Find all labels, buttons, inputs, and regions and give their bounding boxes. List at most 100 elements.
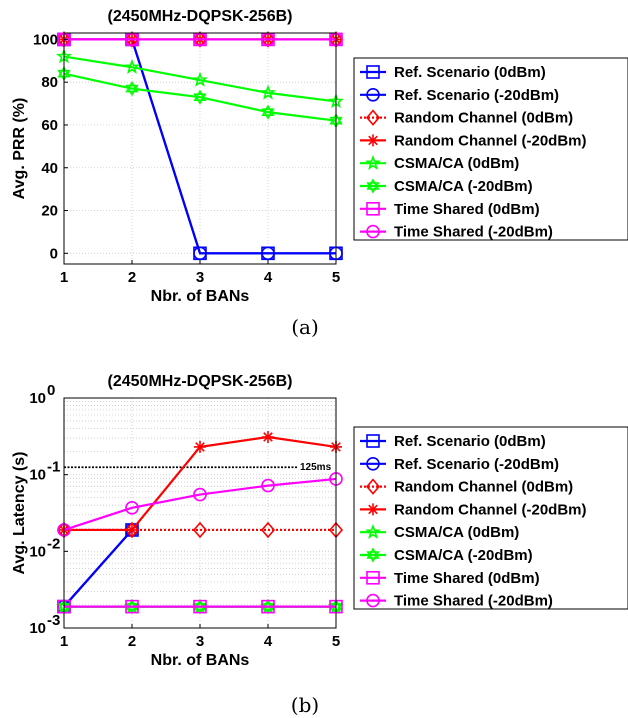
legend-label: CSMA/CA (-20dBm): [394, 178, 533, 195]
y-tick-exponent: -1: [47, 459, 60, 476]
data-point: [125, 500, 139, 515]
series-line: [63, 72, 337, 122]
x-axis-label: Nbr. of BANs: [151, 288, 250, 305]
y-tick-exponent: 0: [47, 382, 55, 399]
y-tick-exponent: -2: [47, 535, 60, 552]
data-point: [193, 246, 207, 261]
legend-item: Ref. Scenario (-20dBm): [360, 456, 559, 473]
y-tick-label: 60: [41, 117, 58, 134]
legend-item: CSMA/CA (-20dBm): [360, 178, 533, 195]
y-tick-exponent: -3: [47, 612, 60, 629]
legend-item: Random Channel (0dBm): [360, 478, 573, 496]
legend-marker: [366, 178, 380, 190]
x-tick-label: 4: [264, 633, 273, 650]
legend-box: [353, 426, 628, 610]
legend-marker: [366, 456, 380, 471]
data-point: [192, 31, 208, 48]
x-tick-label: 5: [332, 269, 340, 286]
x-tick-label: 1: [60, 269, 68, 286]
legend: Ref. Scenario (0dBm) Ref. Scenario (-20dB…: [353, 57, 628, 241]
legend-item: Random Channel (-20dBm): [360, 132, 587, 149]
reference-line-label: 125ms: [300, 462, 332, 473]
data-point: [193, 599, 207, 614]
data-point: [193, 487, 207, 502]
y-tick-label: 20: [41, 203, 58, 220]
legend-box: [353, 57, 628, 241]
series-line: [63, 55, 337, 103]
data-point: [126, 523, 138, 536]
legend-marker: [365, 109, 381, 126]
data-point: [193, 602, 207, 615]
series-line: [63, 529, 133, 608]
legend-marker: [366, 202, 380, 216]
legend-label: Time Shared (-20dBm): [394, 224, 553, 241]
chart-1: 1 2 3 4 5 0 20 40 60 80 100 (2450MHz-DQPSK-256B) Nbr…: [11, 8, 628, 339]
data-point: [194, 440, 206, 453]
x-tick-label: 2: [128, 633, 136, 650]
y-tick-label: 80: [41, 74, 58, 91]
subfigure-caption: (b): [291, 693, 319, 717]
legend-item: Time Shared (0dBm): [360, 570, 540, 587]
legend-label: Time Shared (-20dBm): [394, 593, 553, 610]
data-point: [124, 521, 140, 539]
legend-label: CSMA/CA (0dBm): [394, 524, 519, 541]
data-point: [261, 108, 275, 120]
legend-item: Random Channel (-20dBm): [360, 501, 587, 518]
data-point: [125, 81, 139, 93]
legend-item: Random Channel (0dBm): [360, 109, 573, 127]
data-point: [262, 430, 274, 443]
data-point: [193, 89, 207, 101]
x-tick-label: 3: [196, 269, 204, 286]
data-point: [192, 71, 208, 87]
legend-label: Random Channel (-20dBm): [394, 501, 587, 518]
legend-marker: [365, 523, 381, 539]
data-point: [124, 58, 140, 74]
legend-marker: [366, 224, 380, 239]
x-axis-label: Nbr. of BANs: [151, 652, 250, 669]
series-line: [63, 477, 337, 532]
legend-item: Ref. Scenario (-20dBm): [360, 87, 559, 104]
chart-title: (2450MHz-DQPSK-256B): [108, 8, 293, 25]
plot-area: [64, 33, 336, 264]
data-point: [124, 31, 140, 48]
y-tick-label: 10: [29, 467, 46, 484]
legend-item: CSMA/CA (-20dBm): [360, 547, 533, 564]
data-point: [261, 246, 275, 261]
legend-item: Time Shared (-20dBm): [360, 593, 553, 610]
series-8: [57, 472, 343, 537]
legend-label: Random Channel (-20dBm): [394, 132, 587, 149]
legend-marker: [366, 434, 380, 448]
data-point: [193, 93, 207, 105]
legend-marker: [366, 182, 380, 194]
legend-item: Ref. Scenario (0dBm): [360, 64, 546, 81]
legend-label: Random Channel (0dBm): [394, 110, 573, 127]
y-tick-label: 0: [50, 245, 58, 262]
legend-label: CSMA/CA (0dBm): [394, 155, 519, 172]
legend-label: Ref. Scenario (0dBm): [394, 433, 546, 450]
data-point: [125, 599, 139, 614]
y-tick-label: 10: [29, 620, 46, 637]
series-5: [56, 48, 344, 109]
data-point: [125, 599, 139, 611]
data-point: [261, 599, 275, 611]
x-tick-label: 2: [128, 269, 136, 286]
data-point: [260, 84, 276, 100]
legend-marker: [367, 134, 379, 147]
y-tick-label: 10: [29, 543, 46, 560]
legend-label: Ref. Scenario (-20dBm): [394, 87, 559, 104]
legend-marker: [366, 65, 380, 79]
y-tick-label: 100: [33, 31, 58, 48]
data-point: [125, 602, 139, 615]
legend-item: Time Shared (-20dBm): [360, 224, 553, 241]
legend-marker: [365, 154, 381, 170]
x-tick-label: 5: [332, 633, 340, 650]
chart-title: (2450MHz-DQPSK-256B): [108, 373, 293, 390]
legend-item: Time Shared (0dBm): [360, 201, 540, 218]
legend-label: CSMA/CA (-20dBm): [394, 547, 533, 564]
data-point: [193, 599, 207, 611]
legend-label: Random Channel (0dBm): [394, 479, 573, 496]
legend-marker: [366, 547, 380, 559]
series-6: [57, 66, 343, 129]
x-tick-label: 3: [196, 633, 204, 650]
